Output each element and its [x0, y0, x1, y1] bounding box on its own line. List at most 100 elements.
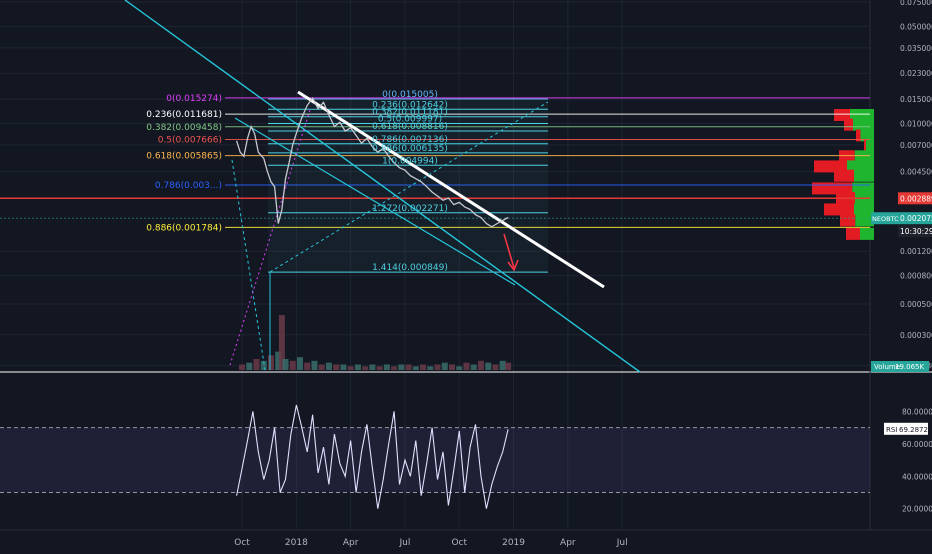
profile-bar	[864, 138, 866, 151]
volume-bar	[492, 364, 499, 370]
volume-bar	[296, 357, 303, 370]
profile-bar	[834, 169, 854, 182]
symbol-tag: NEOBTC	[872, 215, 899, 223]
fib-extension-label: 0.236(0.012642)	[372, 100, 448, 110]
rsi-y-tick-label: 80.0000	[902, 407, 932, 416]
profile-bar	[866, 138, 874, 151]
volume-bar	[456, 366, 463, 370]
fib-level-label: 0.5(0.007666)	[158, 135, 222, 145]
x-tick-label: Jul	[399, 538, 411, 548]
fib-extension-label: 1(0.004994)	[382, 156, 438, 166]
volume-bar	[354, 364, 361, 370]
profile-bar	[847, 160, 874, 173]
x-tick-label: Jul	[616, 538, 628, 548]
fib-extension-label: 1.272(0.002271)	[372, 204, 448, 214]
fib-extension-label: 0.618(0.008816)	[372, 122, 448, 132]
fib-level-label: 0.618(0.005865)	[146, 152, 222, 162]
profile-bar	[860, 129, 874, 142]
rsi-y-tick-label: 40.0000	[902, 472, 932, 481]
x-tick-label: Oct	[451, 538, 467, 548]
fib-extension-label: 0.5(0.009997)	[378, 114, 442, 124]
profile-bar	[854, 150, 874, 163]
volume-bar	[376, 366, 383, 370]
volume-bar	[470, 364, 477, 370]
rsi-y-tick-label: 60.0000	[902, 440, 932, 449]
price-layer	[235, 96, 509, 228]
channel-line	[124, 0, 641, 373]
dashed-guide	[269, 101, 549, 273]
volume-bar	[449, 364, 456, 370]
x-tick-label: 2018	[285, 538, 308, 548]
last-price-tag-bg	[898, 212, 932, 225]
profile-bar	[824, 203, 854, 216]
fib-extension-label: 0.382(0.011181)	[372, 108, 448, 118]
volume-bar	[278, 315, 285, 370]
volume-layer	[239, 315, 512, 370]
profile-bar	[854, 203, 874, 216]
rsi-line	[236, 404, 509, 509]
volume-bar	[239, 364, 246, 370]
volume-bar	[477, 360, 484, 370]
fib-extension-area	[268, 98, 548, 273]
profile-bar	[853, 118, 874, 131]
profile-bar	[844, 118, 853, 131]
fib-levels	[0, 97, 870, 273]
profile-bar	[840, 214, 856, 227]
rsi-tag-bg	[884, 422, 928, 435]
rsi-pane	[0, 404, 870, 509]
profile-bar	[850, 109, 874, 122]
x-tick-label: Apr	[560, 538, 576, 548]
y-tick-label: 0.000300	[900, 331, 932, 340]
volume-bar	[369, 364, 376, 370]
volume-bar	[318, 364, 325, 370]
rsi-tag-name: RSI	[886, 426, 897, 434]
profile-bar	[814, 160, 847, 173]
volume-bar	[420, 364, 427, 370]
countdown-tag-bg	[898, 225, 932, 238]
volume-bar	[405, 364, 412, 370]
volume-bar	[391, 366, 398, 370]
x-tick-label: Apr	[343, 538, 359, 548]
rsi-tag-value: 69.2872	[899, 426, 928, 434]
volume-bar	[485, 362, 492, 370]
profile-bar	[846, 227, 860, 240]
volume-bar	[398, 364, 405, 370]
x-tick-label: Oct	[234, 538, 250, 548]
fib-extension-label: 0.886(0.006135)	[372, 144, 448, 154]
fib-level-label: 0(0.015274)	[166, 94, 222, 104]
volume-bar	[362, 366, 369, 370]
rsi-y-tick-label: 20.0000	[902, 505, 932, 514]
volume-bar	[325, 362, 332, 370]
forecast-arrow-head	[507, 259, 519, 272]
profile-bar	[860, 227, 874, 240]
volume-bar	[289, 360, 296, 370]
countdown-tag: 10:30:29	[900, 227, 932, 236]
volume-bar	[304, 362, 311, 370]
symbol-tag-bg	[871, 212, 898, 225]
profile-bar	[834, 109, 850, 122]
volume-bar	[268, 355, 275, 370]
volume-bar	[275, 351, 282, 370]
volume-bar	[282, 359, 289, 370]
profile-bar	[856, 129, 861, 142]
profile-bar	[839, 150, 855, 163]
volume-bar	[246, 362, 253, 370]
marked-level-tag: 0.002889	[900, 194, 932, 203]
fib-level-label: 0.382(0.009458)	[146, 123, 222, 133]
volume-bar	[441, 362, 448, 370]
fib-extension-label: 0(0.015005)	[382, 90, 438, 100]
volume-bar	[434, 364, 441, 370]
fib-extension-label: 0.786(0.007136)	[372, 135, 448, 145]
